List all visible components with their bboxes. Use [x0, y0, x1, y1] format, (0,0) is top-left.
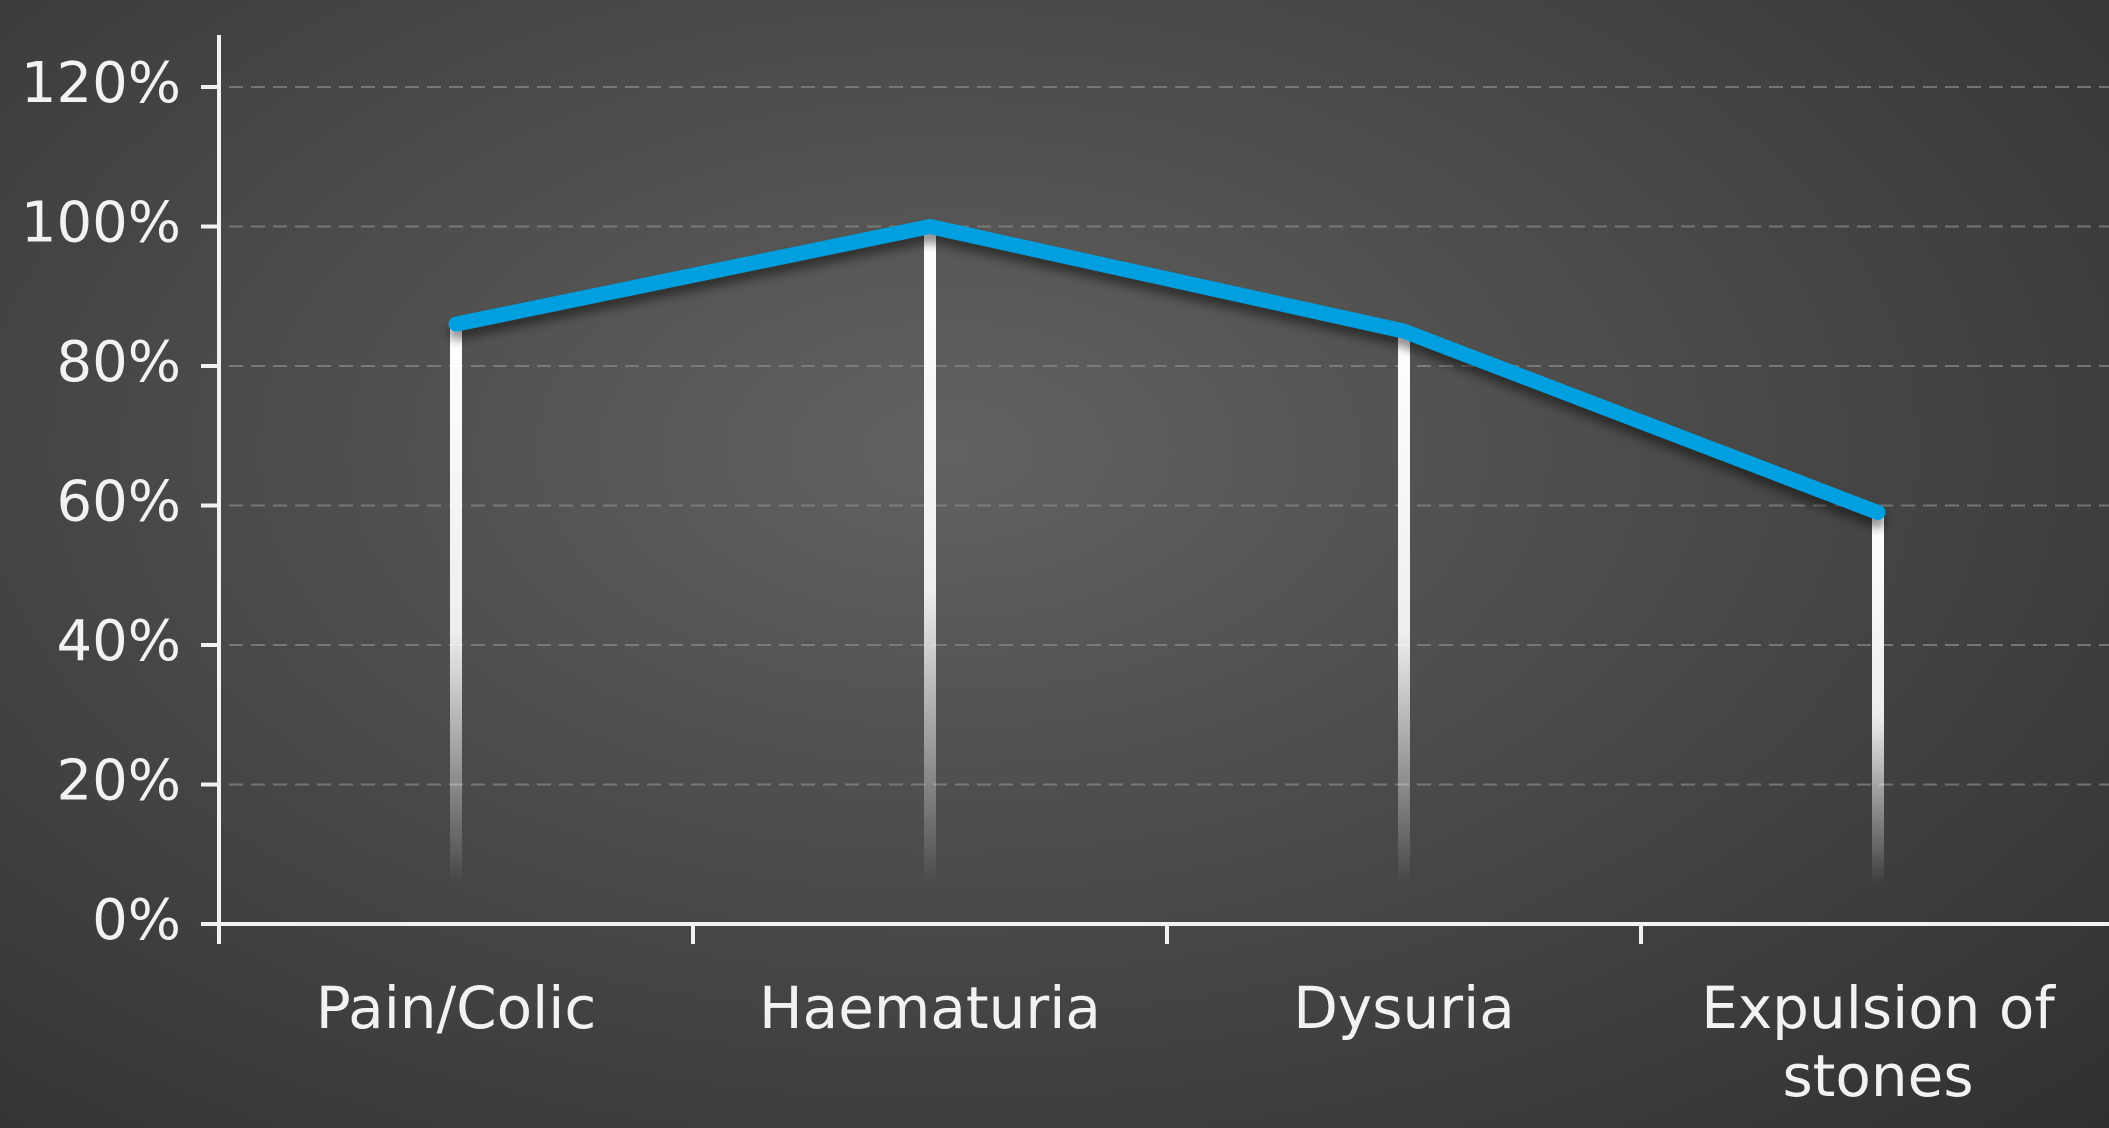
- drop-line: [924, 226, 936, 884]
- y-tick-label: 20%: [57, 749, 181, 814]
- y-tick-label: 100%: [21, 191, 181, 256]
- x-tick-label: Dysuria: [1293, 974, 1515, 1042]
- x-tick-label: Pain/Colic: [315, 974, 597, 1042]
- drop-line: [1872, 512, 1884, 884]
- x-tick-label: Expulsion of stones: [1701, 974, 2055, 1110]
- y-tick-label: 0%: [92, 888, 181, 953]
- drop-line: [450, 324, 462, 884]
- drop-line: [1398, 331, 1410, 884]
- line: [448, 219, 1886, 520]
- y-tick-label: 120%: [21, 51, 181, 116]
- y-tick-label: 60%: [57, 470, 181, 535]
- x-tick-label: Haematuria: [759, 974, 1101, 1042]
- y-tick-label: 80%: [57, 330, 181, 395]
- y-tick-label: 40%: [57, 609, 181, 674]
